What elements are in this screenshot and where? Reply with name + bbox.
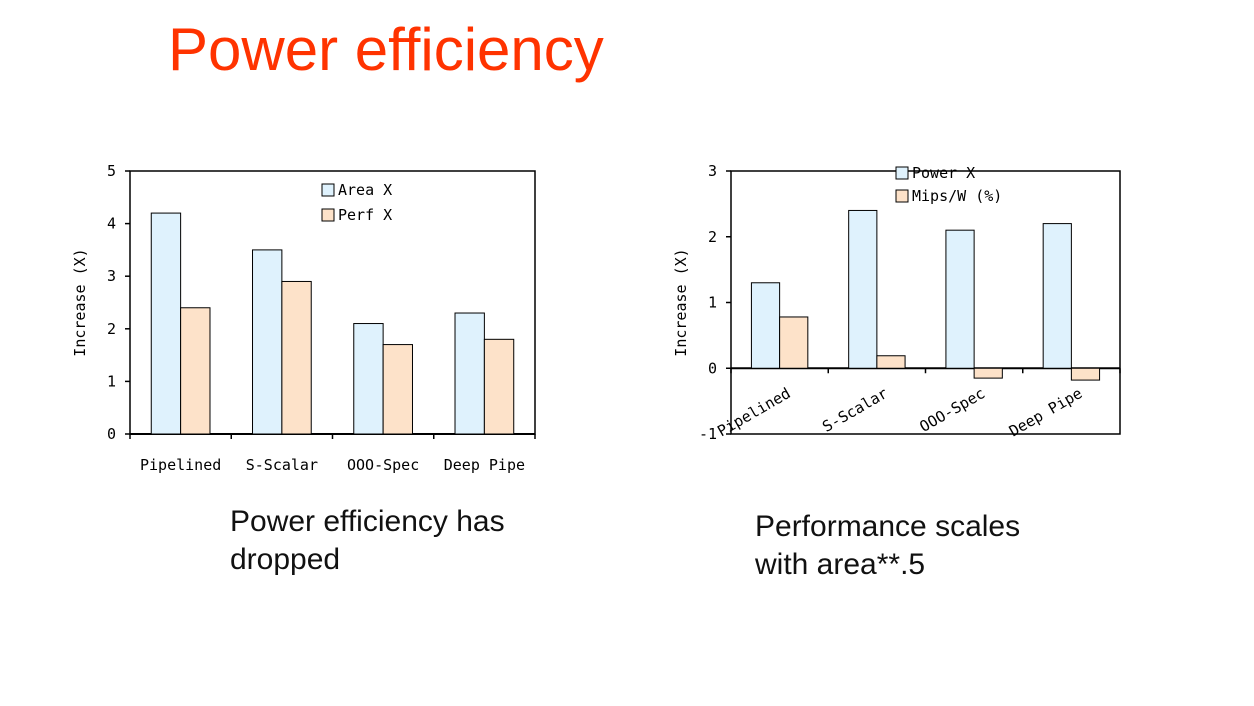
chart2-y-tick-label: 0 [708, 359, 717, 377]
caption-left-line-2: dropped [230, 543, 341, 576]
chart2-y-tick-label: -1 [699, 425, 717, 443]
chart1-category-label: Pipelined [140, 456, 221, 474]
chart1-bar-series-b [382, 344, 413, 435]
chart2-legend-label: Mips/W (%) [912, 187, 1002, 205]
chart1-category-label: Deep Pipe [444, 456, 525, 474]
chart1-y-axis-label: Increase (X) [71, 248, 89, 356]
chart1-y-tick-label: 1 [107, 372, 116, 390]
chart1-bar-series-b [281, 280, 312, 435]
chart1-y-tick-label: 4 [107, 215, 116, 233]
chart2-bar-series-b [1070, 367, 1101, 381]
chart2-legend-label: Power X [912, 164, 975, 182]
slide-title: Power efficiency [168, 16, 604, 83]
chart1-legend-label: Perf X [338, 206, 392, 224]
caption-right: Performance scales with area**.5 [755, 508, 1020, 584]
caption-left: Power efficiency has dropped [230, 503, 505, 579]
chart1-y-tick-label: 5 [107, 162, 116, 180]
chart2-bar-series-b [876, 355, 906, 369]
chart2-category-label: OOO-Spec [917, 384, 989, 436]
chart2-bar-series-a [1042, 223, 1072, 369]
chart2-bar-series-a [848, 209, 878, 369]
chart1-legend-swatch [321, 208, 335, 222]
chart2-y-tick-label: 3 [708, 162, 717, 180]
caption-right-line-2: with area**.5 [755, 548, 926, 581]
chart1-bar-series-a [454, 312, 485, 435]
chart2-y-axis-label: Increase (X) [672, 248, 690, 356]
chart2-bar-series-b [973, 367, 1003, 379]
chart1-bar-series-a [252, 249, 283, 435]
chart2-legend-swatch [895, 189, 909, 203]
chart2-category-label: S-Scalar [819, 384, 891, 436]
chart2-bar-series-a [750, 282, 781, 369]
chart2-bar-series-a [945, 229, 975, 369]
chart1-bar-series-a [150, 212, 182, 435]
caption-right-line-1: Performance scales [755, 510, 1021, 543]
chart1-y-tick-label: 2 [107, 320, 116, 338]
caption-left-line-1: Power efficiency has [230, 505, 505, 538]
chart2-y-tick-label: 2 [708, 228, 717, 246]
chart1-category-label: OOO-Spec [347, 456, 419, 474]
chart1-legend-label: Area X [338, 181, 392, 199]
chart1-y-tick-label: 3 [107, 267, 116, 285]
chart1-y-tick-label: 0 [107, 425, 116, 443]
chart1-legend-swatch [321, 183, 335, 197]
chart1-category-label: S-Scalar [246, 456, 318, 474]
chart2-legend-swatch [895, 166, 909, 180]
chart2-bar-series-b [779, 316, 809, 369]
chart1-bar-series-b [180, 307, 211, 435]
chart1-bar-series-a [353, 323, 384, 435]
chart2-category-label: Pipelined [714, 384, 793, 440]
chart2-category-label: Deep Pipe [1006, 384, 1085, 440]
chart1-bar-series-b [483, 338, 515, 435]
chart2-y-tick-label: 1 [708, 294, 717, 312]
